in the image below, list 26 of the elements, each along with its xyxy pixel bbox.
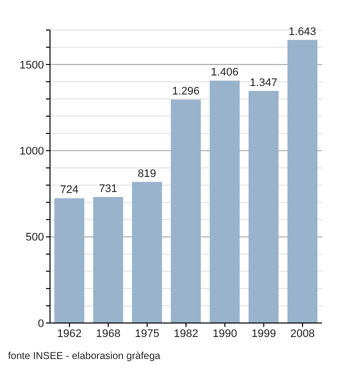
x-tick-label: 2008 — [290, 328, 315, 340]
data-label: 731 — [98, 183, 118, 196]
bar — [170, 100, 201, 323]
x-tick-label: 1962 — [57, 328, 82, 340]
x-tick-label: 1975 — [134, 328, 160, 340]
data-label: 1.406 — [210, 66, 238, 79]
x-tick-label: 1968 — [96, 328, 121, 340]
x-tick-label: 1982 — [174, 328, 198, 340]
bar — [210, 80, 240, 323]
source-note: fonte INSEE - elaborasion gràfega — [8, 351, 162, 362]
y-tick-label: 1500 — [20, 59, 44, 72]
data-label: 724 — [60, 184, 78, 196]
data-label: 1.296 — [172, 86, 200, 98]
data-label: 1.347 — [250, 76, 278, 89]
y-tick-label: 0 — [38, 318, 44, 330]
bar — [287, 40, 318, 323]
bar — [93, 197, 124, 323]
x-tick-label: 1999 — [251, 328, 276, 340]
y-tick-label: 500 — [26, 232, 44, 244]
y-tick-label: 1000 — [20, 146, 44, 158]
bar — [54, 198, 84, 323]
data-label: 819 — [138, 168, 156, 180]
x-tick-label: 1990 — [212, 328, 238, 340]
bar — [248, 90, 279, 323]
data-label: 1.643 — [288, 26, 316, 38]
bar — [132, 182, 162, 323]
